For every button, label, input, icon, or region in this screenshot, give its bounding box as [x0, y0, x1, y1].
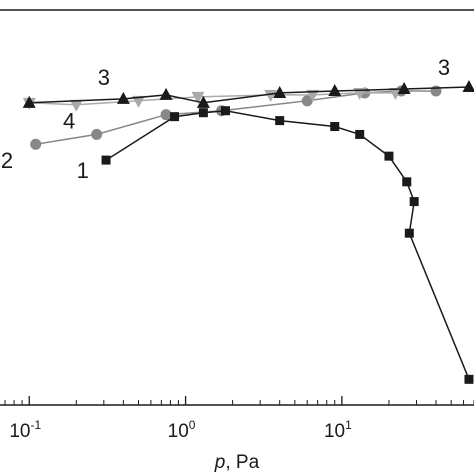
- series-1-point: [355, 129, 365, 139]
- series-4: [22, 87, 402, 112]
- series-3-point: [462, 80, 474, 93]
- series-3-point: [196, 95, 210, 108]
- series-1-point: [384, 151, 394, 161]
- series-1-point: [402, 177, 412, 187]
- series-2-point: [30, 138, 42, 150]
- series-1: [101, 106, 474, 384]
- series-2-label: 2: [1, 148, 13, 173]
- series-1-label: 1: [77, 158, 89, 183]
- series-layer: [22, 80, 474, 384]
- series-3-line: [29, 86, 470, 104]
- series-3-point: [273, 85, 287, 98]
- series-3-point: [159, 87, 173, 100]
- series-4-point: [132, 95, 146, 108]
- series-1-point: [330, 122, 340, 132]
- series-3-point: [397, 82, 411, 94]
- series-4-point: [388, 87, 402, 100]
- series-1-point: [101, 155, 111, 165]
- series-1-point: [275, 116, 285, 126]
- x-tick-label: 100: [168, 418, 196, 442]
- annotation-layer: 3 342 1: [1, 55, 450, 183]
- series-3-point: [22, 95, 36, 108]
- series-2-point: [301, 95, 313, 107]
- series-4-point: [69, 99, 83, 112]
- series-4-line: [29, 92, 396, 106]
- series-2-point: [91, 128, 103, 140]
- series-3-point: [328, 83, 342, 96]
- x-tick-label: 101: [324, 418, 352, 442]
- series-1-point: [404, 228, 414, 238]
- series-1-point: [170, 112, 180, 122]
- series-1-point: [464, 374, 474, 384]
- series-1-point: [198, 108, 208, 118]
- x-axis-title: p, Pa: [214, 452, 260, 473]
- series-3-label: 3: [98, 65, 110, 90]
- series-1-line: [105, 109, 470, 380]
- series-2-point: [430, 85, 442, 97]
- series-3-point: [116, 91, 130, 104]
- series-4-point: [191, 91, 205, 104]
- x-axis-var: p: [214, 452, 226, 473]
- series-1-point: [409, 197, 419, 207]
- series-1-point: [220, 106, 230, 116]
- series-3: [22, 80, 474, 108]
- x-tick-label: 10-1: [9, 418, 41, 442]
- series-4-point: [306, 89, 320, 102]
- x-axis-ticks: 10-1 100 101: [4, 396, 474, 442]
- x-axis-unit: , Pa: [225, 452, 259, 473]
- series-3-label: 3: [438, 55, 450, 80]
- series-2-point: [160, 109, 172, 121]
- series-4-label: 4: [63, 109, 75, 134]
